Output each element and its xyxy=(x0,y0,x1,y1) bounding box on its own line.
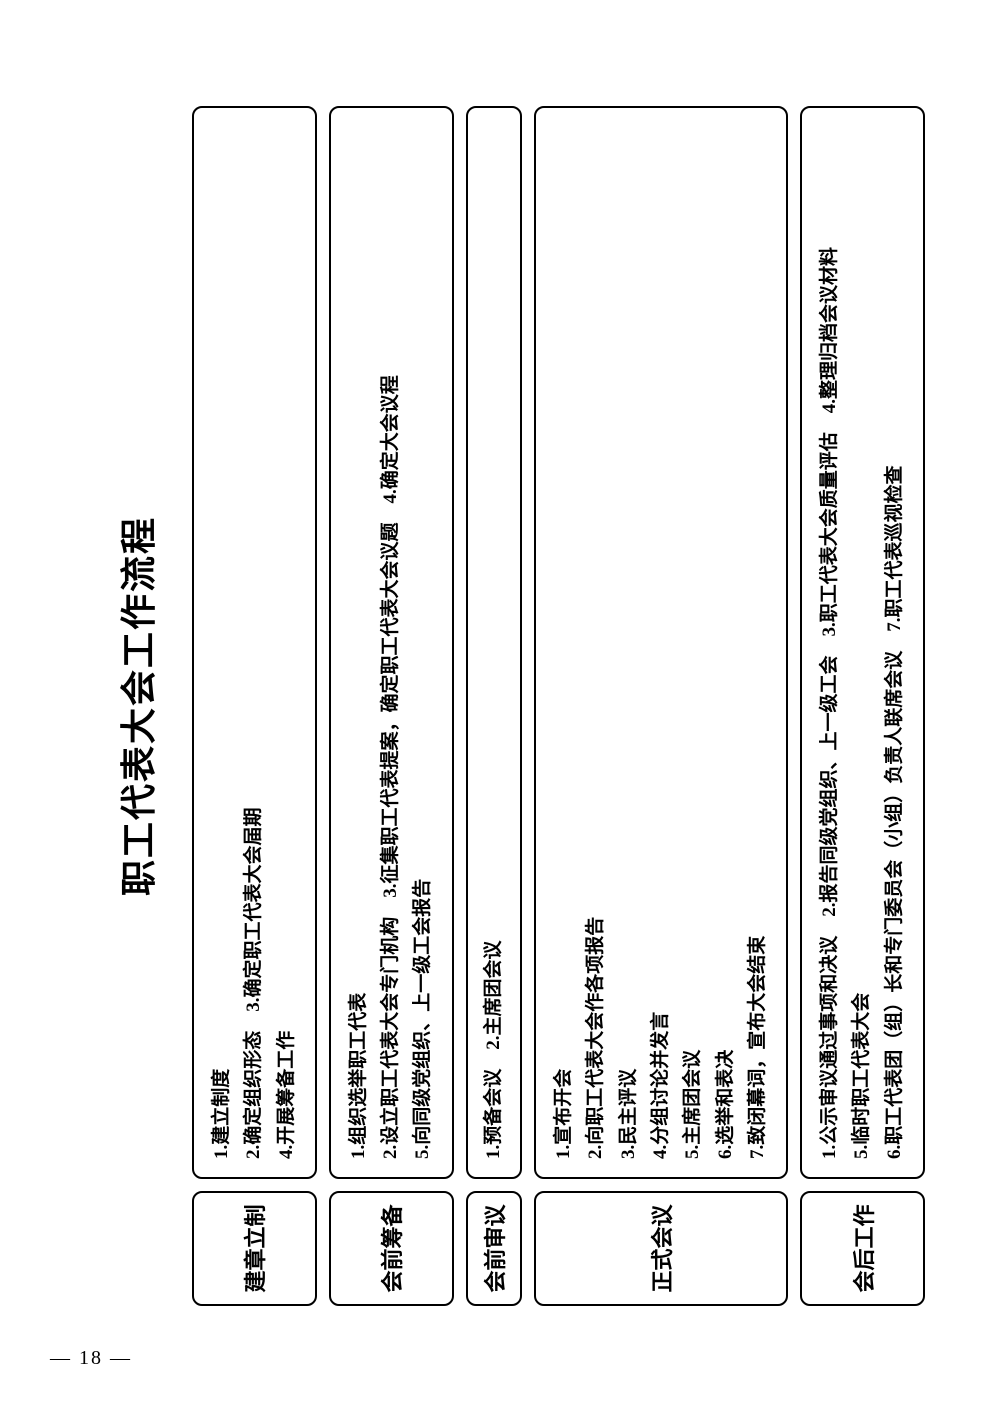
phase-label-4: 正式会议 xyxy=(534,1191,788,1306)
flow-row-2: 会前筹备 1.组织选举职工代表2.设立职工代表大会专门机构 3.征集职工代表提案… xyxy=(329,106,454,1306)
flow-row-3: 会前审议 1.预备会议 2.主席团会议 xyxy=(466,106,522,1306)
flowchart-container: 职工代表大会工作流程 建章立制 1.建立制度2.确定组织形态 3.确定职工代表大… xyxy=(110,106,890,1306)
flow-row-5: 会后工作 1.公示审议通过事项和决议 2.报告同级党组织、上一级工会 3.职工代… xyxy=(800,106,925,1306)
flow-row-1: 建章立制 1.建立制度2.确定组织形态 3.确定职工代表大会届期4.开展筹备工作 xyxy=(192,106,317,1306)
phase-label-1: 建章立制 xyxy=(192,1191,317,1306)
page-title: 职工代表大会工作流程 xyxy=(110,106,162,1306)
phase-label-2: 会前筹备 xyxy=(329,1191,454,1306)
phase-label-5: 会后工作 xyxy=(800,1191,925,1306)
flow-row-4: 正式会议 1.宣布开会2.向职工代表大会作各项报告3.民主评议4.分组讨论并发言… xyxy=(534,106,788,1306)
phase-content-2: 1.组织选举职工代表2.设立职工代表大会专门机构 3.征集职工代表提案，确定职工… xyxy=(329,106,454,1179)
page-number: — 18 — xyxy=(50,1347,132,1370)
phase-label-3: 会前审议 xyxy=(466,1191,522,1306)
phase-content-1: 1.建立制度2.确定组织形态 3.确定职工代表大会届期4.开展筹备工作 xyxy=(192,106,317,1179)
phase-content-4: 1.宣布开会2.向职工代表大会作各项报告3.民主评议4.分组讨论并发言5.主席团… xyxy=(534,106,788,1179)
phase-content-5: 1.公示审议通过事项和决议 2.报告同级党组织、上一级工会 3.职工代表大会质量… xyxy=(800,106,925,1179)
phase-content-3: 1.预备会议 2.主席团会议 xyxy=(466,106,522,1179)
